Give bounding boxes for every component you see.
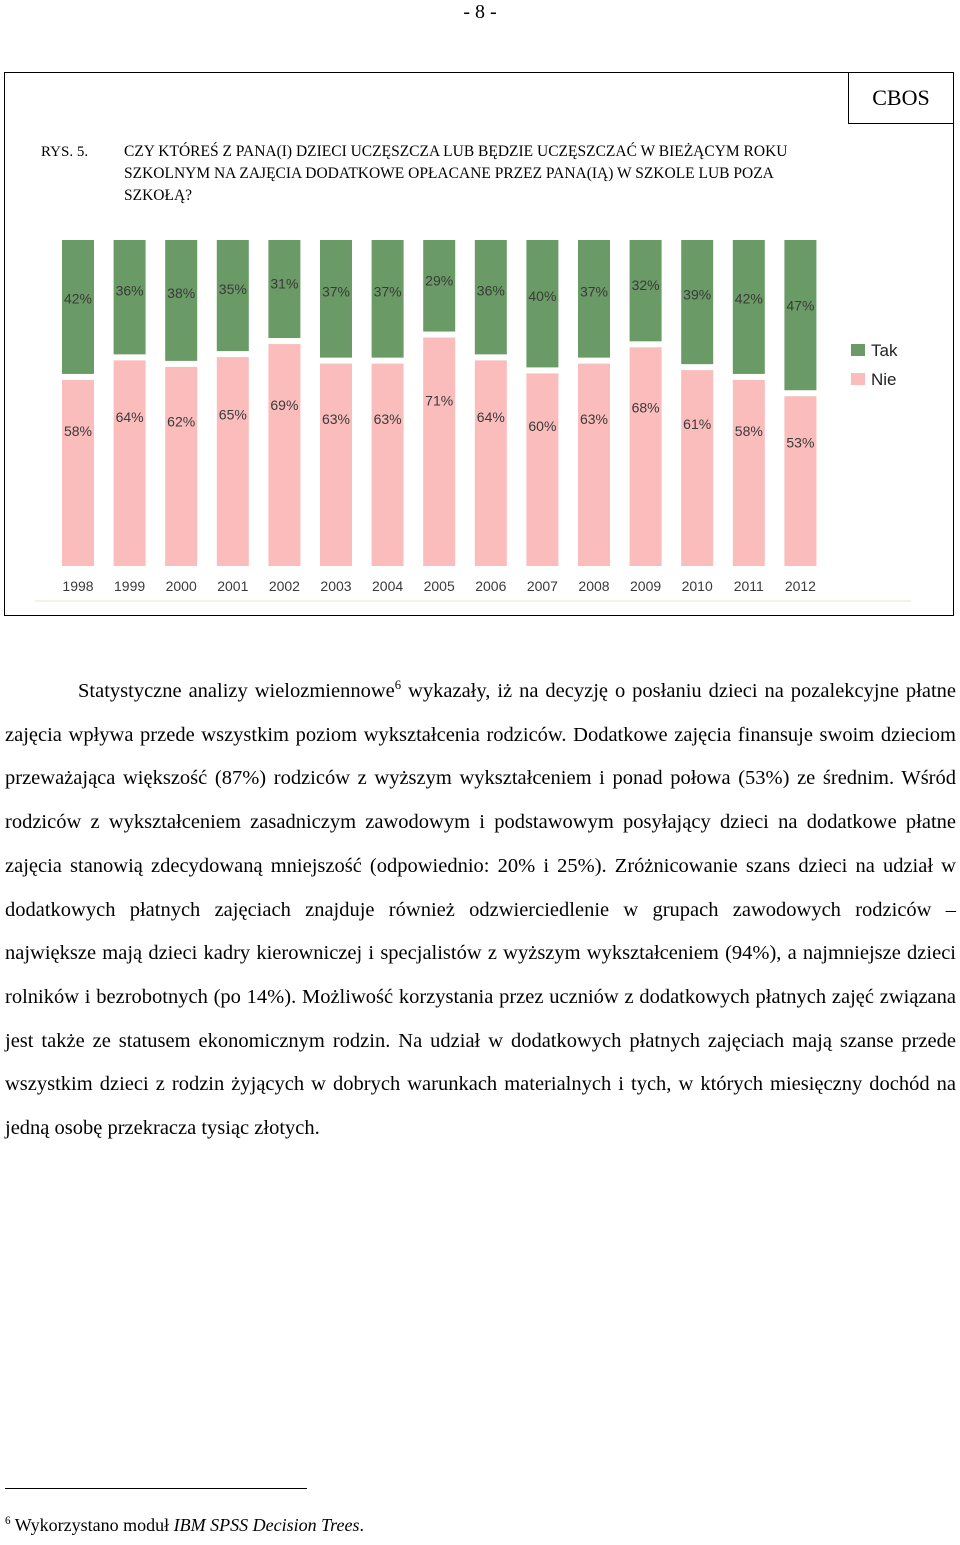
label-tak-2012: 47%	[786, 297, 814, 313]
category-label-2010: 2010	[682, 578, 713, 594]
bar-nie-2006	[474, 360, 507, 566]
label-nie-2011: 58%	[735, 423, 763, 439]
label-nie-2009: 68%	[632, 399, 660, 415]
label-nie-1999: 64%	[116, 409, 144, 425]
bar-nie-2004	[371, 363, 404, 566]
label-tak-2002: 31%	[270, 275, 298, 291]
footnote-text: Wykorzystano moduł	[10, 1515, 174, 1535]
bar-nie-1998	[62, 379, 94, 566]
bar-tak-2008	[578, 240, 610, 358]
paragraph-start: Statystyczne analizy wielozmiennowe	[78, 680, 395, 702]
label-tak-2000: 38%	[167, 285, 195, 301]
label-tak-1999: 36%	[116, 282, 144, 298]
label-nie-2005: 71%	[425, 392, 453, 408]
category-label-2009: 2009	[630, 578, 661, 594]
label-tak-2010: 39%	[683, 286, 711, 302]
label-nie-2001: 65%	[219, 406, 247, 422]
category-label-2008: 2008	[578, 578, 609, 594]
label-tak-2011: 42%	[735, 291, 763, 307]
bar-tak-2004	[371, 240, 404, 358]
label-nie-2007: 60%	[528, 418, 556, 434]
bar-tak-1998	[62, 240, 94, 374]
footnote-reference[interactable]: 6	[394, 678, 402, 693]
label-tak-2008: 37%	[580, 284, 608, 300]
category-label-2012: 2012	[785, 578, 816, 594]
bar-nie-2000	[165, 366, 198, 566]
category-label-2006: 2006	[475, 578, 506, 594]
label-nie-2006: 64%	[477, 409, 505, 425]
bar-nie-2003	[320, 363, 352, 566]
bar-tak-2012	[784, 240, 817, 391]
label-nie-2002: 69%	[270, 397, 298, 413]
footnote-separator	[5, 1488, 307, 1489]
bar-nie-2005	[423, 337, 456, 566]
footnote-italic-text: IBM SPSS Decision Trees	[173, 1515, 360, 1535]
label-tak-2009: 32%	[632, 277, 660, 293]
bar-nie-2008	[578, 363, 610, 566]
category-label-2003: 2003	[320, 578, 351, 594]
bar-tak-2003	[320, 240, 352, 358]
label-nie-2008: 63%	[580, 411, 608, 427]
label-tak-2001: 35%	[219, 281, 247, 297]
bar-nie-2001	[216, 357, 249, 566]
category-label-2004: 2004	[372, 578, 403, 594]
category-label-2011: 2011	[734, 578, 764, 594]
figure-number: RYS. 5.	[41, 144, 89, 160]
category-label-2001: 2001	[217, 578, 248, 594]
body-text: Statystyczne analizy wielozmiennowe6 wyk…	[5, 670, 956, 1151]
label-nie-2012: 53%	[786, 435, 814, 451]
bar-nie-2002	[268, 344, 301, 566]
bar-tak-2010	[681, 240, 714, 365]
category-label-2002: 2002	[269, 578, 300, 594]
label-tak-1998: 42%	[64, 291, 92, 307]
figure-box: CBOS RYS. 5. CZY KTÓREŚ Z PANA(I) DZIECI…	[4, 72, 954, 616]
bar-nie-2011	[732, 379, 765, 566]
category-label-1999: 1999	[114, 578, 145, 594]
footnote-end: .	[359, 1515, 364, 1535]
bar-nie-2009	[629, 347, 662, 566]
label-nie-1998: 58%	[64, 423, 92, 439]
label-tak-2005: 29%	[425, 273, 453, 289]
bar-tak-2002	[268, 240, 301, 339]
body-paragraph: Statystyczne analizy wielozmiennowe6 wyk…	[5, 670, 956, 1151]
label-tak-2006: 36%	[477, 282, 505, 298]
category-label-2000: 2000	[166, 578, 197, 594]
bar-tak-2009	[629, 240, 662, 342]
category-label-2005: 2005	[424, 578, 455, 594]
bar-tak-1999	[113, 240, 146, 355]
label-nie-2000: 62%	[167, 413, 195, 429]
legend-label-nie: Nie	[871, 370, 897, 389]
label-tak-2004: 37%	[374, 284, 402, 300]
category-label-2007: 2007	[527, 578, 558, 594]
figure-title: CZY KTÓREŚ Z PANA(I) DZIECI UCZĘSZCZA LU…	[124, 143, 788, 204]
bar-nie-2012	[784, 396, 817, 566]
bar-nie-2007	[526, 373, 559, 566]
bar-nie-2010	[681, 370, 714, 566]
footnote-mark: 6	[5, 1515, 11, 1527]
bar-tak-2005	[423, 240, 456, 332]
label-nie-2010: 61%	[683, 416, 711, 432]
legend-label-tak: Tak	[871, 341, 898, 360]
category-label-1998: 1998	[62, 578, 93, 594]
legend-swatch-tak	[851, 344, 865, 356]
page-number: - 8 -	[463, 1, 497, 23]
bar-tak-2000	[165, 240, 198, 361]
footnote: 6 Wykorzystano moduł IBM SPSS Decision T…	[5, 1514, 364, 1536]
bar-tak-2001	[216, 240, 249, 352]
stacked-bar-chart: 42% 58% 1998 36% 64% 1999 38% 62% 2000 35% 65% 2001…	[35, 240, 911, 602]
label-tak-2007: 40%	[528, 288, 556, 304]
bar-tak-2006	[474, 240, 507, 355]
legend-swatch-nie	[851, 373, 865, 385]
label-nie-2003: 63%	[322, 411, 350, 427]
source-label: CBOS	[848, 72, 954, 124]
label-nie-2004: 63%	[374, 411, 402, 427]
paragraph-rest: wykazały, iż na decyzję o posłaniu dziec…	[5, 680, 956, 1140]
label-tak-2003: 37%	[322, 284, 350, 300]
bar-tak-2011	[732, 240, 765, 374]
bar-tak-2007	[526, 240, 559, 368]
bar-nie-1999	[113, 360, 146, 566]
